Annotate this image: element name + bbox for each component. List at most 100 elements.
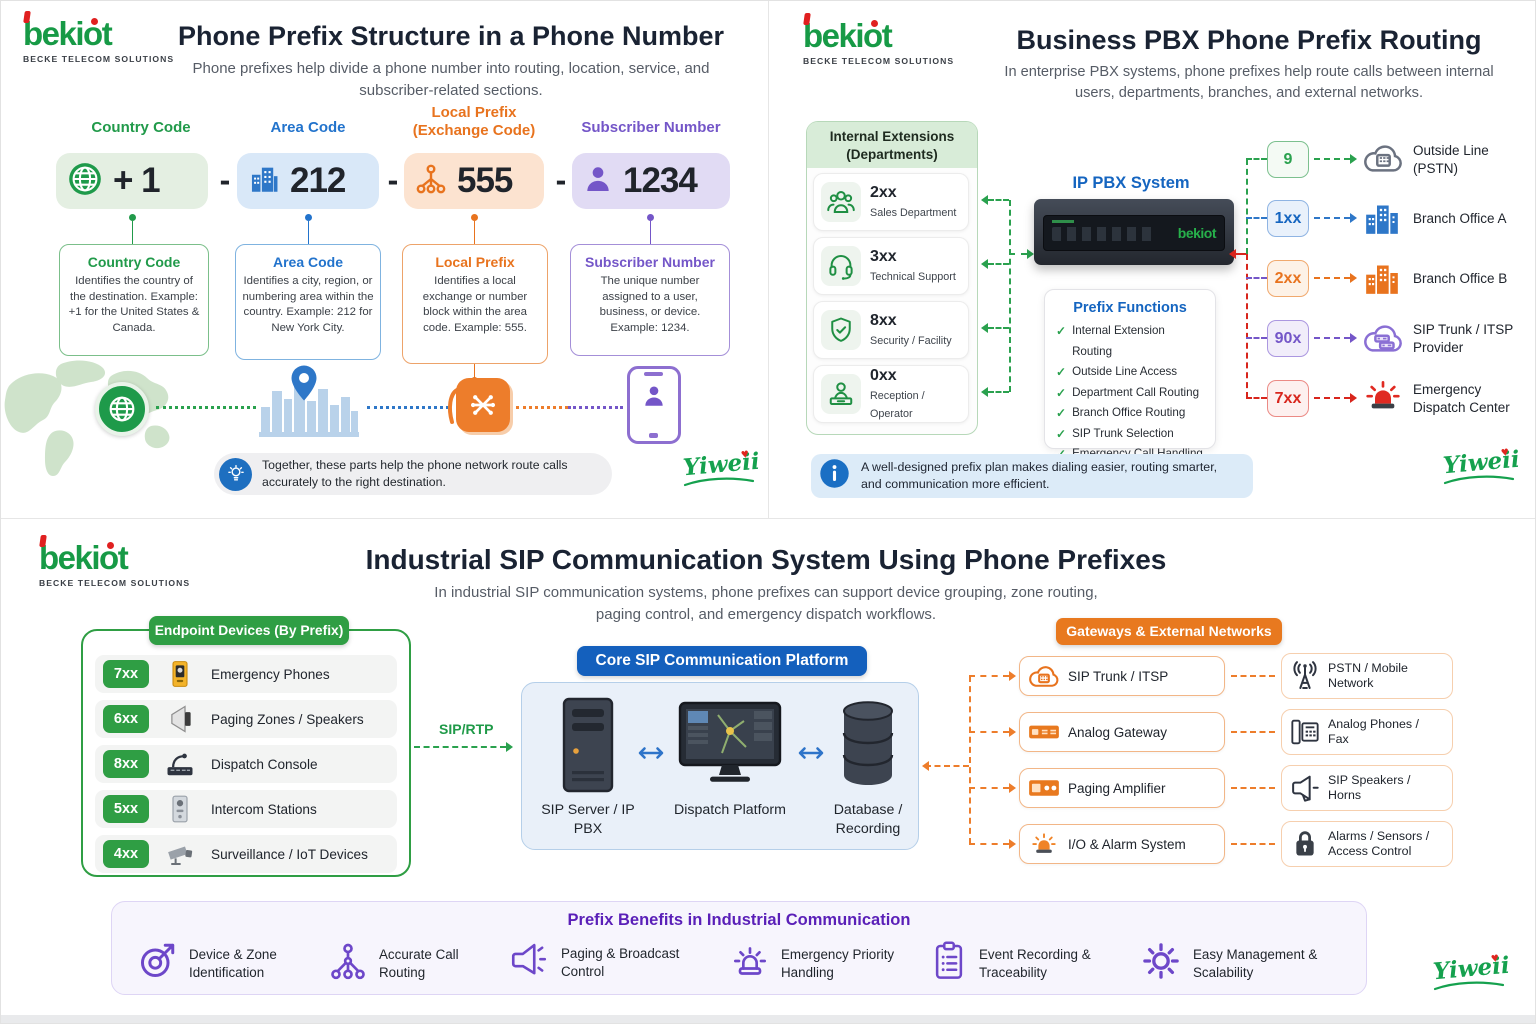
connector-dot xyxy=(647,214,654,221)
gateway-paging-amplifier: Paging Amplifier xyxy=(1019,768,1225,808)
arrowhead xyxy=(1027,249,1034,259)
connector-orange xyxy=(516,406,568,409)
sip-server-icon xyxy=(552,695,624,800)
descbox-subscriber-number: Subscriber Number The unique number assi… xyxy=(570,244,730,356)
connector xyxy=(925,765,969,767)
route-label: Emergency Dispatch Center xyxy=(1413,382,1510,415)
target-icon xyxy=(136,940,178,987)
brand-logo: bekiot BECKE TELECOM SOLUTIONS xyxy=(39,535,190,588)
descbox-country-code: Country Code Identifies the country of t… xyxy=(59,244,209,356)
separator-dash: - xyxy=(555,162,567,198)
megaphone-outline-icon xyxy=(508,940,550,985)
extension-code: 3xx xyxy=(870,248,897,265)
brand-logo-word: bekiot xyxy=(39,539,129,576)
connector xyxy=(988,327,1009,329)
endpoint-code: 6xx xyxy=(103,705,149,733)
brand-tagline: BECKE TELECOM SOLUTIONS xyxy=(803,56,955,66)
endpoint-label: Paging Zones / Speakers xyxy=(211,711,364,727)
endpoint-code: 5xx xyxy=(103,795,149,823)
connector xyxy=(969,787,1009,789)
headset-icon xyxy=(821,246,861,286)
connector xyxy=(1236,253,1246,255)
segment-label-area-code: Area Code xyxy=(270,119,346,136)
brand-logo-word: bekiot xyxy=(803,17,893,54)
endpoint-devices-box: Endpoint Devices (By Prefix) 7xx Emergen… xyxy=(81,616,411,877)
core-platform-title: Core SIP Communication Platform xyxy=(577,646,867,676)
external-label: Alarms / Sensors / Access Control xyxy=(1328,828,1430,859)
connector xyxy=(969,843,1009,845)
panel2-title: Business PBX Phone Prefix Routing xyxy=(1016,25,1482,55)
gateway-device-icon xyxy=(1020,719,1068,745)
connector-spine-green xyxy=(1246,159,1248,254)
extension-code: 2xx xyxy=(870,184,897,201)
function-item: ✓ Internal Extension Routing xyxy=(1056,324,1165,358)
pbx-device: bekiot xyxy=(1034,199,1234,265)
gateway-label: I/O & Alarm System xyxy=(1068,836,1186,852)
arrowhead xyxy=(1009,839,1016,849)
descbox-title: Local Prefix xyxy=(435,254,515,270)
location-pin-icon xyxy=(289,364,319,407)
external-analog-phones: Analog Phones / Fax xyxy=(1281,709,1453,755)
gateway-label: Analog Gateway xyxy=(1068,724,1168,740)
arrowhead xyxy=(981,323,988,333)
clipboard-icon xyxy=(930,940,968,987)
amplifier-icon xyxy=(1020,775,1068,801)
connector xyxy=(1314,277,1350,279)
descbox-title: Subscriber Number xyxy=(585,254,715,270)
connector xyxy=(1314,397,1350,399)
arrowhead xyxy=(1350,333,1357,343)
intercom-icon xyxy=(149,795,211,823)
connector-spine-left xyxy=(1009,200,1011,392)
endpoint-row-emergency-phones: 7xx Emergency Phones xyxy=(95,655,397,693)
extension-item-security: 8xx Security / Facility xyxy=(813,301,969,359)
benefit-call-routing: Accurate Call Routing xyxy=(328,940,484,987)
chip-value-local-prefix: 555 xyxy=(457,161,513,200)
cctv-camera-icon xyxy=(149,841,211,867)
branch-office-a-icon xyxy=(1362,198,1402,243)
brand-tagline: BECKE TELECOM SOLUTIONS xyxy=(23,54,175,64)
extension-label: Technical Support xyxy=(870,271,956,283)
signature: Yiweii ♥ xyxy=(682,446,763,489)
descbox-title: Country Code xyxy=(87,254,181,270)
connector-line xyxy=(650,221,651,244)
gear-icon xyxy=(1140,940,1182,987)
gateway-io-alarm: I/O & Alarm System xyxy=(1019,824,1225,864)
endpoint-row-paging-zones: 6xx Paging Zones / Speakers xyxy=(95,700,397,738)
benefit-paging-broadcast: Paging & Broadcast Control xyxy=(508,940,686,985)
exchange-network-icon xyxy=(414,162,448,201)
chip-local-prefix: 555 xyxy=(404,153,544,209)
city-skyline-icon xyxy=(259,369,359,442)
panel1-subtitle: Phone prefixes help divide a phone numbe… xyxy=(192,60,710,99)
gateways-title: Gateways & External Networks xyxy=(1056,618,1282,645)
route-label: Branch Office A xyxy=(1413,211,1507,226)
connector-dot xyxy=(471,214,478,221)
brand-logo-dot xyxy=(91,18,98,25)
connector xyxy=(988,199,1009,201)
chip-country-code: + 1 xyxy=(56,153,208,209)
benefit-easy-management: Easy Management & Scalability xyxy=(1140,940,1323,987)
pbx-label: IP PBX System xyxy=(1072,174,1190,192)
connector xyxy=(1246,158,1267,160)
route-label: SIP Trunk / ITSP Provider xyxy=(1413,322,1514,355)
phone-fax-icon xyxy=(1282,717,1328,747)
route-badge-2xx: 2xx xyxy=(1267,260,1309,297)
extension-item-reception: 0xx Reception / Operator xyxy=(813,365,969,423)
panel-industrial-sip: bekiot BECKE TELECOM SOLUTIONS Industria… xyxy=(1,519,1535,1023)
descbox-text: Identifies a city, region, or numbering … xyxy=(242,275,374,335)
panel1-note: Together, these parts help the phone net… xyxy=(214,453,612,495)
arrowhead xyxy=(1350,393,1357,403)
connector-green xyxy=(156,406,256,409)
signature: Yiweii ♥ xyxy=(1432,950,1513,993)
horn-speaker-icon xyxy=(149,705,211,733)
route-badge-7xx: 7xx xyxy=(1267,380,1309,417)
endpoint-label: Emergency Phones xyxy=(211,666,330,682)
signature: Yiweii ♥ xyxy=(1442,444,1523,487)
arrowhead xyxy=(1229,249,1236,259)
core-node-label: SIP Server / IP PBX xyxy=(541,802,635,838)
endpoint-row-surveillance: 4xx Surveillance / IoT Devices xyxy=(95,835,397,873)
core-node-label: Dispatch Platform xyxy=(674,802,786,818)
connector xyxy=(1246,337,1267,339)
endpoint-devices-title: Endpoint Devices (By Prefix) xyxy=(149,616,349,645)
left-sync-arrow-icon xyxy=(634,745,668,766)
